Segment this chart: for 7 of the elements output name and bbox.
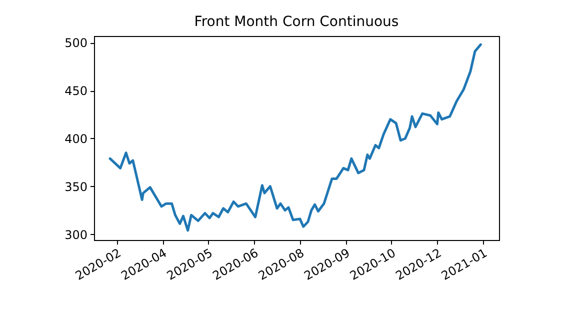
- chart-title: Front Month Corn Continuous: [194, 14, 399, 30]
- y-tick-label: 400: [64, 132, 88, 146]
- y-tick-label: 450: [64, 84, 88, 98]
- line-series: [108, 43, 482, 232]
- y-tick-label: 500: [64, 36, 88, 50]
- y-tick-label: 300: [64, 228, 88, 242]
- y-tick-label: 350: [64, 180, 88, 194]
